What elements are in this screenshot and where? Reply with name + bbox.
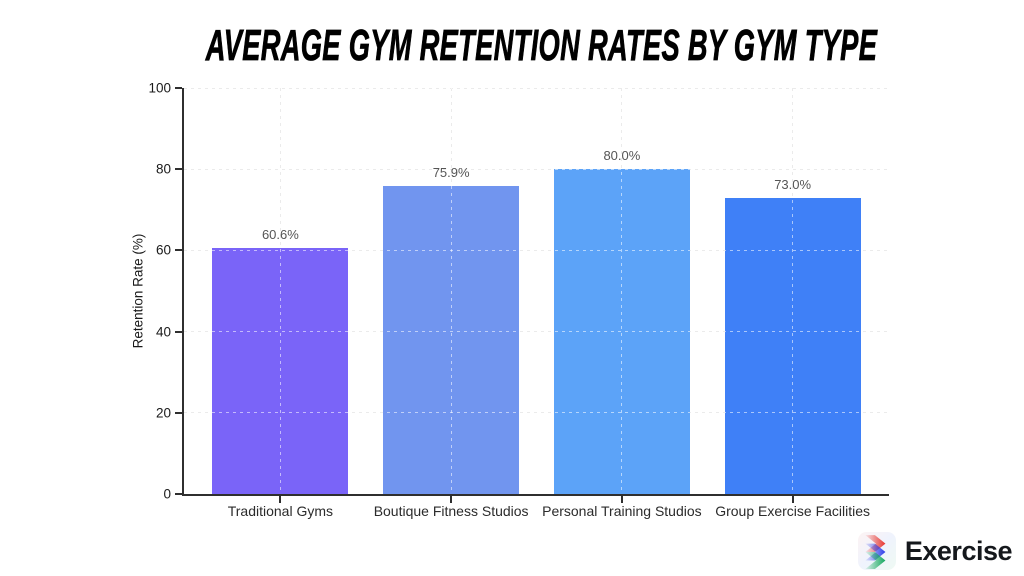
plot-area: 0 20 40 60 80 100 60.6% Traditional Gyms 75.9% Bo…: [131, 81, 889, 520]
y-axis-title: Retention Rate (%): [130, 233, 146, 349]
x-tick-mark: [620, 496, 623, 503]
y-tick-mark: [175, 168, 182, 171]
y-tick-label: 60: [155, 242, 171, 258]
bar-value-label: 73.0%: [774, 176, 812, 192]
chart-title: Average Gym Retention Rates by Gym Type: [205, 21, 878, 70]
brand-logo-text[interactable]: Exercise: [904, 535, 1013, 566]
brand-logo[interactable]: Exercise: [857, 532, 1013, 570]
y-tick-mark: [175, 493, 182, 495]
y-tick-label: 20: [155, 405, 171, 421]
y-tick-mark: [175, 411, 182, 414]
x-tick-mark: [450, 496, 453, 503]
gridline-v-1: [450, 88, 452, 494]
x-tick-mark: [279, 496, 282, 503]
x-category-label: Boutique Fitness Studios: [373, 503, 529, 519]
x-category-label: Group Exercise Facilities: [715, 503, 871, 519]
chart-title-wrap: Average Gym Retention Rates by Gym Type: [0, 21, 1024, 70]
x-category-label: Traditional Gyms: [227, 503, 334, 519]
gridline-h-80: [184, 168, 889, 170]
y-tick-mark: [175, 87, 182, 89]
y-tick-label: 100: [148, 80, 171, 96]
gridline-h-60: [184, 249, 889, 251]
x-category-label: Personal Training Studios: [542, 503, 702, 519]
gridline-h-40: [184, 331, 889, 333]
x-tick-mark: [791, 496, 794, 503]
tri-chevron-icon: [857, 532, 896, 570]
bar-value-label: 80.0%: [603, 148, 641, 164]
y-tick-label: 80: [155, 161, 171, 177]
bar-value-label: 75.9%: [432, 164, 470, 180]
bar-value-label: 60.6%: [261, 226, 299, 242]
gridline-v-0: [279, 88, 281, 494]
y-tick-label: 0: [163, 486, 171, 502]
gridline-h-20: [184, 412, 889, 414]
gridlines-over-bars: [184, 87, 889, 494]
y-tick-label: 40: [155, 324, 171, 340]
y-tick-mark: [175, 249, 182, 252]
gridline-v-3: [792, 88, 794, 494]
gridline-v-2: [621, 88, 623, 494]
gridline-h-100: [184, 87, 889, 89]
annotations-layer: 0 20 40 60 80 100 60.6% Traditional Gyms 75.9% Bo…: [148, 81, 889, 520]
y-tick-mark: [175, 330, 182, 333]
